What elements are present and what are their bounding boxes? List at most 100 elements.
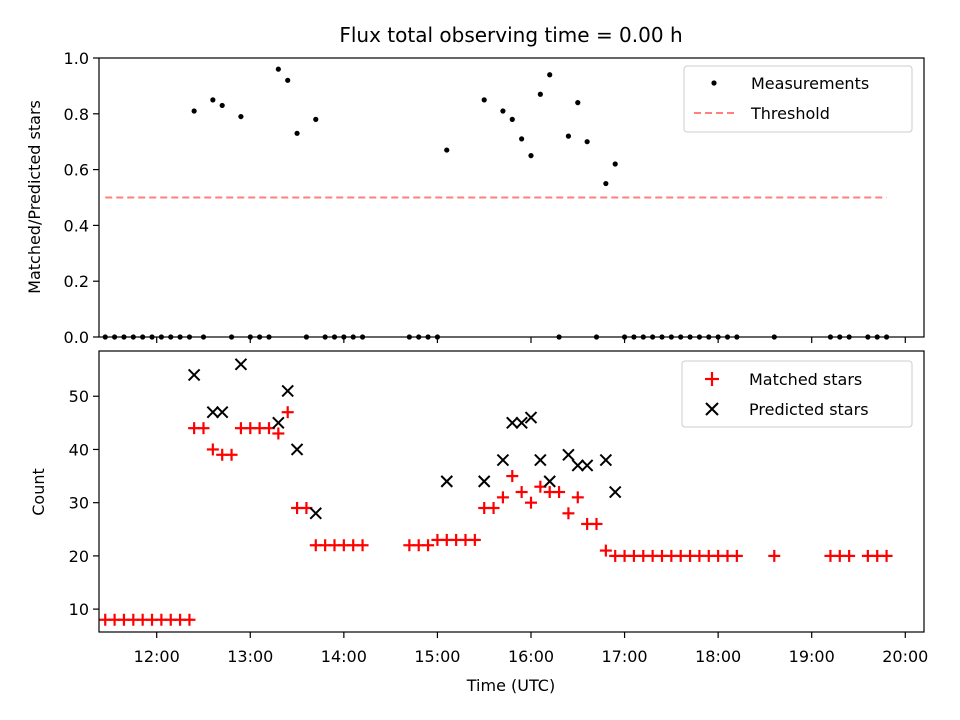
predicted-stars-point <box>206 405 220 419</box>
bottom-x-tick-label: 20:00 <box>882 647 928 666</box>
matched-stars-point <box>880 549 893 562</box>
measurement-point <box>500 108 506 114</box>
top-y-tick-label: 1.0 <box>64 49 89 68</box>
measurement-point <box>294 130 300 136</box>
predicted-stars-point <box>534 453 547 467</box>
bottom-y-tick-label: 40 <box>69 440 89 459</box>
predicted-stars-point <box>580 459 594 472</box>
bottom-x-tick-label: 19:00 <box>789 647 835 666</box>
matched-stars-point <box>590 517 603 530</box>
top-y-tick-label: 0.0 <box>64 328 89 347</box>
bottom-x-tick-label: 16:00 <box>508 647 554 666</box>
matched-stars-point <box>272 427 285 440</box>
bottom-x-tick-label: 14:00 <box>321 647 367 666</box>
bottom-x-axis-label: Time (UTC) <box>466 676 555 695</box>
predicted-stars-point <box>543 475 556 488</box>
bottom-y-tick-label: 10 <box>69 600 89 619</box>
matched-stars-point <box>524 496 537 509</box>
measurement-point <box>528 153 534 159</box>
measurement-point <box>519 136 525 142</box>
bottom-y-ticks: 10 20 30 40 50 <box>69 387 99 619</box>
matched-stars-point <box>468 533 481 546</box>
bottom-x-tick-label: 12:00 <box>134 647 180 666</box>
measurement-point <box>612 161 618 167</box>
measurement-point <box>509 116 515 122</box>
predicted-stars-point <box>496 453 510 467</box>
bottom-legend-box <box>681 360 913 428</box>
top-panel: 0.0 0.2 0.4 0.6 0.8 1.0 Matched/Predicted sta… <box>25 49 925 347</box>
matched-stars-point <box>553 486 566 499</box>
bottom-panel: 10 20 30 40 50 12:00 13:00 14:00 15:00 16:00 17:0… <box>29 350 928 695</box>
top-y-tick-label: 0.4 <box>64 216 89 235</box>
predicted-stars-point <box>440 475 453 488</box>
matched-stars-point <box>225 448 238 461</box>
measurement-point <box>275 66 281 72</box>
bottom-y-tick-label: 50 <box>69 387 89 406</box>
predicted-stars-point <box>524 411 538 424</box>
matched-stars-point <box>843 549 856 562</box>
predicted-stars-point <box>309 507 322 520</box>
predicted-stars-point <box>571 459 584 472</box>
predicted-stars-point <box>609 485 622 499</box>
matched-stars-point <box>422 539 435 552</box>
top-y-tick-label: 0.8 <box>64 105 89 124</box>
legend-threshold-label: Threshold <box>750 104 830 123</box>
measurement-point <box>444 147 450 153</box>
matched-stars-point <box>281 406 294 419</box>
matched-stars-point <box>571 491 584 504</box>
top-legend: Measurements Threshold <box>683 65 913 133</box>
bottom-y-tick-label: 20 <box>69 547 89 566</box>
top-y-ticks: 0.0 0.2 0.4 0.6 0.8 1.0 <box>64 49 99 347</box>
bottom-y-axis-label: Count <box>29 468 48 516</box>
matched-stars-point <box>496 491 509 504</box>
bottom-y-tick-label: 30 <box>69 494 89 513</box>
measurement-point <box>547 72 553 78</box>
predicted-stars-point <box>272 416 285 430</box>
matched-stars-point <box>515 486 528 499</box>
measurement-point <box>210 97 216 103</box>
bottom-axes-frame <box>98 350 925 633</box>
bottom-legend: Matched stars Predicted stars <box>681 360 913 428</box>
matched-stars-point <box>599 544 612 557</box>
bottom-x-tick-label: 15:00 <box>414 647 460 666</box>
bottom-x-ticks: 12:00 13:00 14:00 15:00 16:00 17:00 18:00 19:00… <box>134 632 928 666</box>
bottom-series <box>99 358 893 626</box>
matched-stars-point <box>206 443 219 456</box>
top-axes-frame <box>98 57 925 338</box>
bottom-x-tick-label: 17:00 <box>602 647 648 666</box>
measurement-point <box>481 97 487 103</box>
measurement-point <box>219 102 225 109</box>
predicted-stars-point <box>478 475 491 488</box>
matched-stars-point <box>562 507 575 520</box>
top-y-tick-label: 0.6 <box>64 161 89 180</box>
matched-stars-point <box>768 549 781 562</box>
measurement-point <box>565 133 572 139</box>
measurement-point <box>191 108 197 114</box>
legend-measurements-marker <box>711 80 717 86</box>
matched-stars-point <box>730 549 743 562</box>
matched-stars-point <box>197 422 210 435</box>
measurement-point <box>285 77 291 83</box>
measurement-point <box>603 180 609 187</box>
legend-matched-marker <box>705 372 719 386</box>
legend-predicted-marker <box>705 402 719 416</box>
matched-stars-point <box>183 613 196 626</box>
legend-matched-label: Matched stars <box>749 370 862 389</box>
legend-predicted-label: Predicted stars <box>749 400 869 419</box>
matched-stars-point <box>356 539 369 552</box>
bottom-x-tick-label: 18:00 <box>695 647 741 666</box>
bottom-x-tick-label: 13:00 <box>227 647 273 666</box>
predicted-stars-point <box>281 384 294 398</box>
predicted-stars-point <box>215 405 229 419</box>
top-y-tick-label: 0.2 <box>64 272 89 291</box>
predicted-stars-point <box>187 368 201 382</box>
predicted-stars-point <box>234 358 248 371</box>
predicted-stars-point <box>290 443 304 456</box>
legend-measurements-label: Measurements <box>751 74 869 93</box>
matched-stars-point <box>487 501 500 514</box>
measurement-point <box>313 116 319 122</box>
top-legend-box <box>683 65 913 133</box>
predicted-stars-point <box>515 416 528 430</box>
measurement-point <box>584 139 590 145</box>
